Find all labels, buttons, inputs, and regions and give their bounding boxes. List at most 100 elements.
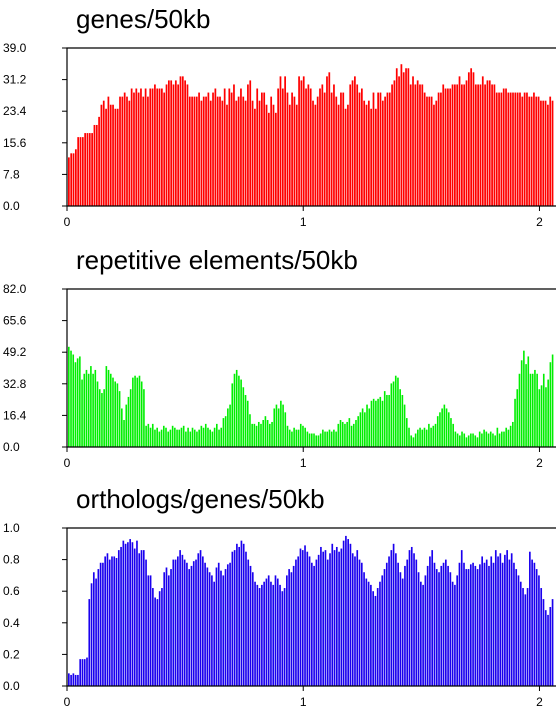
genes-bar [147, 96, 149, 206]
genes-bar [74, 149, 77, 206]
orthologs-y-tick-label: 1.0 [3, 521, 20, 535]
repeats-bar [529, 373, 532, 447]
repeats-bar [461, 431, 463, 447]
genes-y-tick-label: 7.8 [3, 167, 20, 181]
orthologs-bar [467, 569, 470, 686]
repeats-bar [235, 369, 238, 447]
genes-bar [79, 137, 82, 206]
orthologs-bar [213, 581, 216, 686]
repeats-bar [209, 429, 211, 447]
repeats-bar [244, 394, 247, 447]
orthologs-bar [513, 562, 515, 686]
genes-bar [395, 68, 398, 206]
genes-bar [535, 96, 538, 206]
orthologs-bar [204, 562, 206, 686]
orthologs-bar [136, 540, 138, 686]
genes-bar [340, 92, 342, 206]
repeats-bar [348, 418, 351, 447]
genes-bar [537, 96, 540, 206]
orthologs-bar [220, 570, 222, 686]
repeats-bar [386, 394, 388, 447]
genes-bar [507, 92, 510, 206]
repeats-bar [428, 423, 430, 447]
orthologs-bar [351, 553, 354, 686]
repeats-bar [204, 423, 207, 447]
repeats-bar [394, 375, 397, 447]
genes-bar [542, 100, 545, 206]
orthologs-bar [422, 584, 424, 686]
orthologs-bar [383, 569, 386, 686]
orthologs-bar [408, 550, 411, 686]
genes-bar [479, 84, 482, 206]
genes-bar [547, 104, 549, 206]
genes-bar [216, 96, 219, 206]
genes-bar [374, 108, 377, 206]
repeats-bar [98, 389, 101, 447]
genes-bar [447, 88, 449, 206]
repeats-bar [218, 429, 220, 447]
genes-bar [88, 133, 91, 206]
repeats-bar [339, 420, 342, 447]
repeats-bar [417, 429, 419, 447]
genes-bar [267, 112, 270, 206]
orthologs-bar [360, 562, 363, 686]
genes-bar [544, 100, 547, 206]
orthologs-bar [286, 575, 288, 686]
repeats-bar [304, 427, 306, 447]
repeats-bar [169, 429, 172, 447]
orthologs-bar [372, 591, 374, 686]
orthologs-x-tick-label: 0 [64, 695, 71, 709]
orthologs-bar [274, 575, 277, 686]
orthologs-bar [83, 659, 86, 686]
genes-bar [363, 100, 366, 206]
repeats-bar [114, 381, 116, 447]
orthologs-bar [424, 575, 427, 686]
repeats-bar [542, 373, 545, 447]
orthologs-bar [145, 559, 147, 686]
orthologs-bar [224, 569, 227, 686]
genes-bar [502, 88, 505, 206]
repeats-bar [271, 421, 273, 447]
genes-bar [467, 72, 470, 206]
genes-bar [128, 100, 131, 206]
repeats-bar [337, 423, 340, 447]
orthologs-chart-title: orthologs/genes/50kb [76, 484, 325, 514]
genes-bar [423, 92, 426, 206]
repeats-bar [266, 420, 269, 447]
genes-bar [428, 96, 431, 206]
genes-bar [512, 92, 514, 206]
genes-bar [184, 80, 186, 206]
repeats-bar [121, 408, 123, 447]
repeats-bar [222, 418, 225, 447]
orthologs-bar [183, 559, 186, 686]
orthologs-bar [242, 543, 245, 686]
repeats-bar [132, 377, 134, 447]
repeats-bar [277, 408, 280, 447]
genes-bar [130, 88, 133, 206]
orthologs-bar [127, 542, 129, 686]
repeats-bar [198, 429, 200, 447]
repeats-bar [275, 404, 278, 447]
repeats-bar [523, 350, 525, 447]
genes-bar [288, 104, 291, 206]
repeats-bar [70, 350, 72, 447]
orthologs-panel: orthologs/genes/50kb 0.0 0.2 0.4 0.6 0.8 1.0 0… [0, 484, 556, 716]
orthologs-y-axis: 0.0 0.2 0.4 0.6 0.8 1.0 [3, 521, 67, 693]
repeats-bar [187, 427, 189, 447]
repeats-bar [412, 437, 415, 447]
orthologs-bar [535, 569, 538, 686]
orthologs-bar [354, 556, 356, 686]
orthologs-bar [288, 569, 290, 686]
repeats-bar [485, 431, 488, 447]
genes-bar [400, 64, 403, 207]
orthologs-bar [92, 572, 95, 686]
orthologs-bar [456, 575, 459, 686]
genes-bar [477, 84, 479, 206]
repeats-bar [549, 362, 552, 447]
genes-bar [402, 72, 405, 206]
genes-bar [419, 84, 421, 206]
genes-bar [388, 92, 391, 206]
orthologs-bar [524, 594, 527, 686]
genes-bar [409, 84, 412, 206]
genes-bar [523, 92, 526, 206]
